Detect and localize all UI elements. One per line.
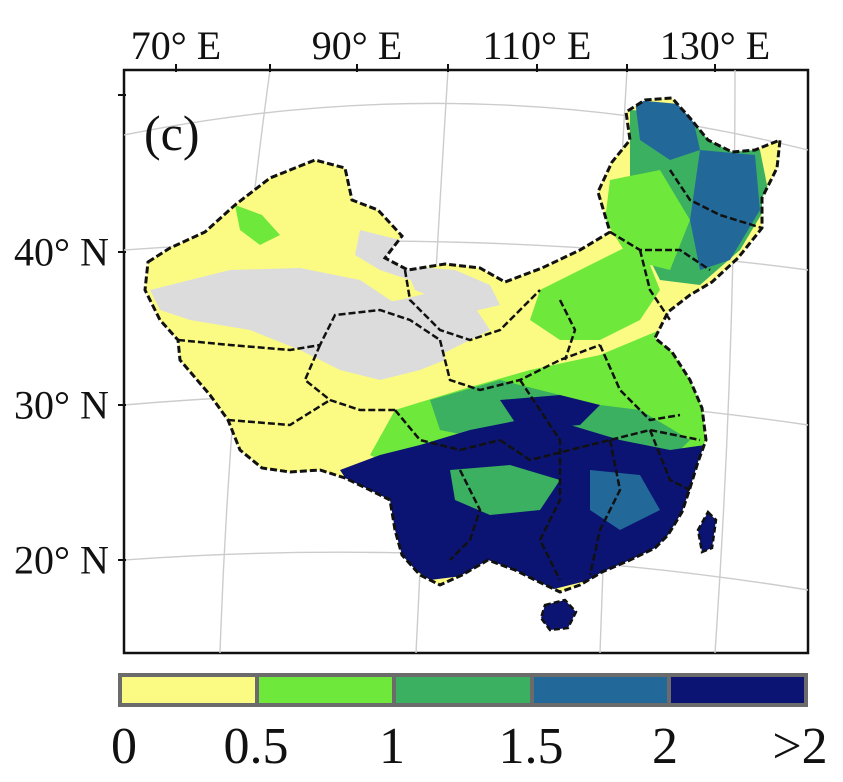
longitude-label-110: 110° E bbox=[482, 23, 592, 68]
legend-tick-1: 0.5 bbox=[223, 718, 289, 775]
legend-tick-3: 1.5 bbox=[498, 718, 564, 775]
panel-label: (c) bbox=[144, 105, 200, 161]
legend-tick-4: 2 bbox=[652, 718, 678, 775]
legend-tick-0: 0 bbox=[111, 718, 137, 775]
latitude-label-30: 30° N bbox=[14, 382, 109, 428]
legend-swatch-0 bbox=[122, 677, 256, 703]
china-raster bbox=[145, 98, 780, 592]
legend-swatch-3 bbox=[533, 677, 667, 703]
legend-swatch-4 bbox=[670, 677, 805, 703]
province-borders bbox=[177, 169, 763, 581]
legend-tick-5: >2 bbox=[772, 718, 828, 775]
legend-tick-2: 1 bbox=[379, 718, 405, 775]
longitude-label-90: 90° E bbox=[311, 23, 403, 68]
hainan-island bbox=[539, 598, 578, 632]
longitude-label-70: 70° E bbox=[130, 23, 222, 68]
longitude-label-130: 130° E bbox=[659, 23, 771, 68]
map-frame bbox=[122, 68, 810, 655]
taiwan-island bbox=[696, 509, 718, 554]
legend-swatch-2 bbox=[396, 677, 530, 703]
color-legend bbox=[118, 673, 808, 707]
legend-swatch-1 bbox=[259, 677, 393, 703]
latitude-label-20: 20° N bbox=[14, 537, 109, 583]
latitude-label-40: 40° N bbox=[14, 229, 109, 275]
no-data-region bbox=[150, 268, 445, 380]
axis-ticks bbox=[118, 64, 716, 561]
